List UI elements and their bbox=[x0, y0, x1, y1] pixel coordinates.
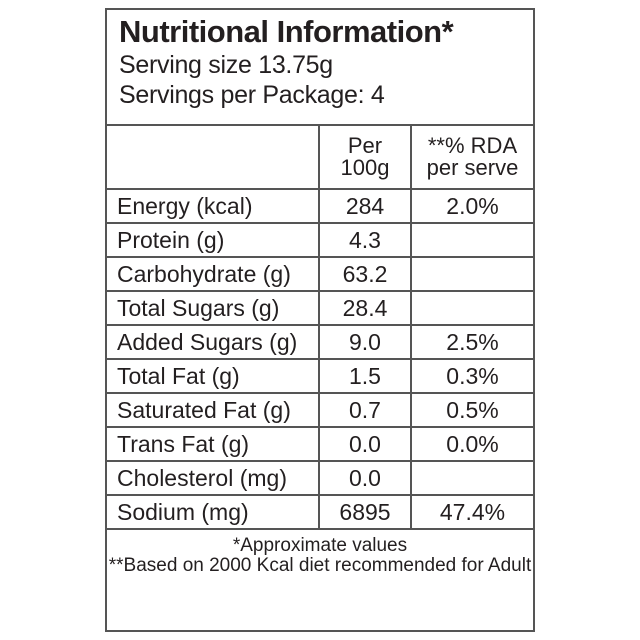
nutrient-name: Saturated Fat (g) bbox=[107, 392, 320, 428]
footer: *Approximate values **Based on 2000 Kcal … bbox=[107, 530, 533, 576]
nutrient-value: 0.7 bbox=[318, 392, 412, 428]
nutrient-name: Total Fat (g) bbox=[107, 358, 320, 394]
servings-per-package: Servings per Package: 4 bbox=[119, 81, 385, 109]
table-row: Total Fat (g) 1.5 0.3% bbox=[107, 358, 533, 394]
nutrient-value bbox=[410, 256, 533, 292]
nutrient-name: Trans Fat (g) bbox=[107, 426, 320, 462]
table-header: Per 100g **% RDA per serve bbox=[107, 126, 533, 190]
nutrient-value: 2.0% bbox=[410, 188, 533, 224]
nutrient-name: Sodium (mg) bbox=[107, 494, 320, 530]
table-row: Sodium (mg) 6895 47.4% bbox=[107, 494, 533, 530]
nutrient-value: 284 bbox=[318, 188, 412, 224]
nutrient-value: 9.0 bbox=[318, 324, 412, 360]
nutrient-value: 0.5% bbox=[410, 392, 533, 428]
nutrient-value: 0.0 bbox=[318, 426, 412, 462]
nutrient-value bbox=[410, 222, 533, 258]
nutrient-value bbox=[410, 290, 533, 326]
nutrition-table: Per 100g **% RDA per serve Energy (kcal)… bbox=[107, 126, 533, 530]
nutrient-name: Cholesterol (mg) bbox=[107, 460, 320, 496]
nutrient-value: 2.5% bbox=[410, 324, 533, 360]
nutrient-value: 0.3% bbox=[410, 358, 533, 394]
table-row: Added Sugars (g) 9.0 2.5% bbox=[107, 324, 533, 360]
nutrient-value: 4.3 bbox=[318, 222, 412, 258]
table-row: Energy (kcal) 284 2.0% bbox=[107, 188, 533, 224]
table-row: Saturated Fat (g) 0.7 0.5% bbox=[107, 392, 533, 428]
table-row: Protein (g) 4.3 bbox=[107, 222, 533, 258]
nutrient-value bbox=[410, 460, 533, 496]
table-row: Total Sugars (g) 28.4 bbox=[107, 290, 533, 326]
table-row: Carbohydrate (g) 63.2 bbox=[107, 256, 533, 292]
serving-size: Serving size 13.75g bbox=[119, 51, 333, 79]
nutrition-label: Nutritional Information* Serving size 13… bbox=[105, 8, 535, 632]
nutrient-value: 1.5 bbox=[318, 358, 412, 394]
table-body: Energy (kcal) 284 2.0% Protein (g) 4.3 Carboh… bbox=[107, 188, 533, 530]
nutrient-name: Protein (g) bbox=[107, 222, 320, 258]
header-row: Per 100g **% RDA per serve bbox=[107, 126, 533, 190]
table-row: Trans Fat (g) 0.0 0.0% bbox=[107, 426, 533, 462]
nutrient-value: 47.4% bbox=[410, 494, 533, 530]
footnote: **Based on 2000 Kcal diet recommended fo… bbox=[108, 555, 532, 576]
nutrient-name: Carbohydrate (g) bbox=[107, 256, 320, 292]
title: Nutritional Information* bbox=[119, 14, 454, 49]
header-cell: Per 100g bbox=[318, 126, 412, 190]
label-header: Nutritional Information* Serving size 13… bbox=[107, 10, 533, 126]
nutrient-value: 63.2 bbox=[318, 256, 412, 292]
nutrient-name: Total Sugars (g) bbox=[107, 290, 320, 326]
footnote: *Approximate values bbox=[232, 535, 408, 556]
nutrient-value: 28.4 bbox=[318, 290, 412, 326]
nutrient-value: 0.0 bbox=[318, 460, 412, 496]
header-cell bbox=[107, 126, 320, 190]
nutrient-name: Energy (kcal) bbox=[107, 188, 320, 224]
nutrient-name: Added Sugars (g) bbox=[107, 324, 320, 360]
nutrient-value: 0.0% bbox=[410, 426, 533, 462]
nutrient-value: 6895 bbox=[318, 494, 412, 530]
table-row: Cholesterol (mg) 0.0 bbox=[107, 460, 533, 496]
header-cell: **% RDA per serve bbox=[410, 126, 533, 190]
